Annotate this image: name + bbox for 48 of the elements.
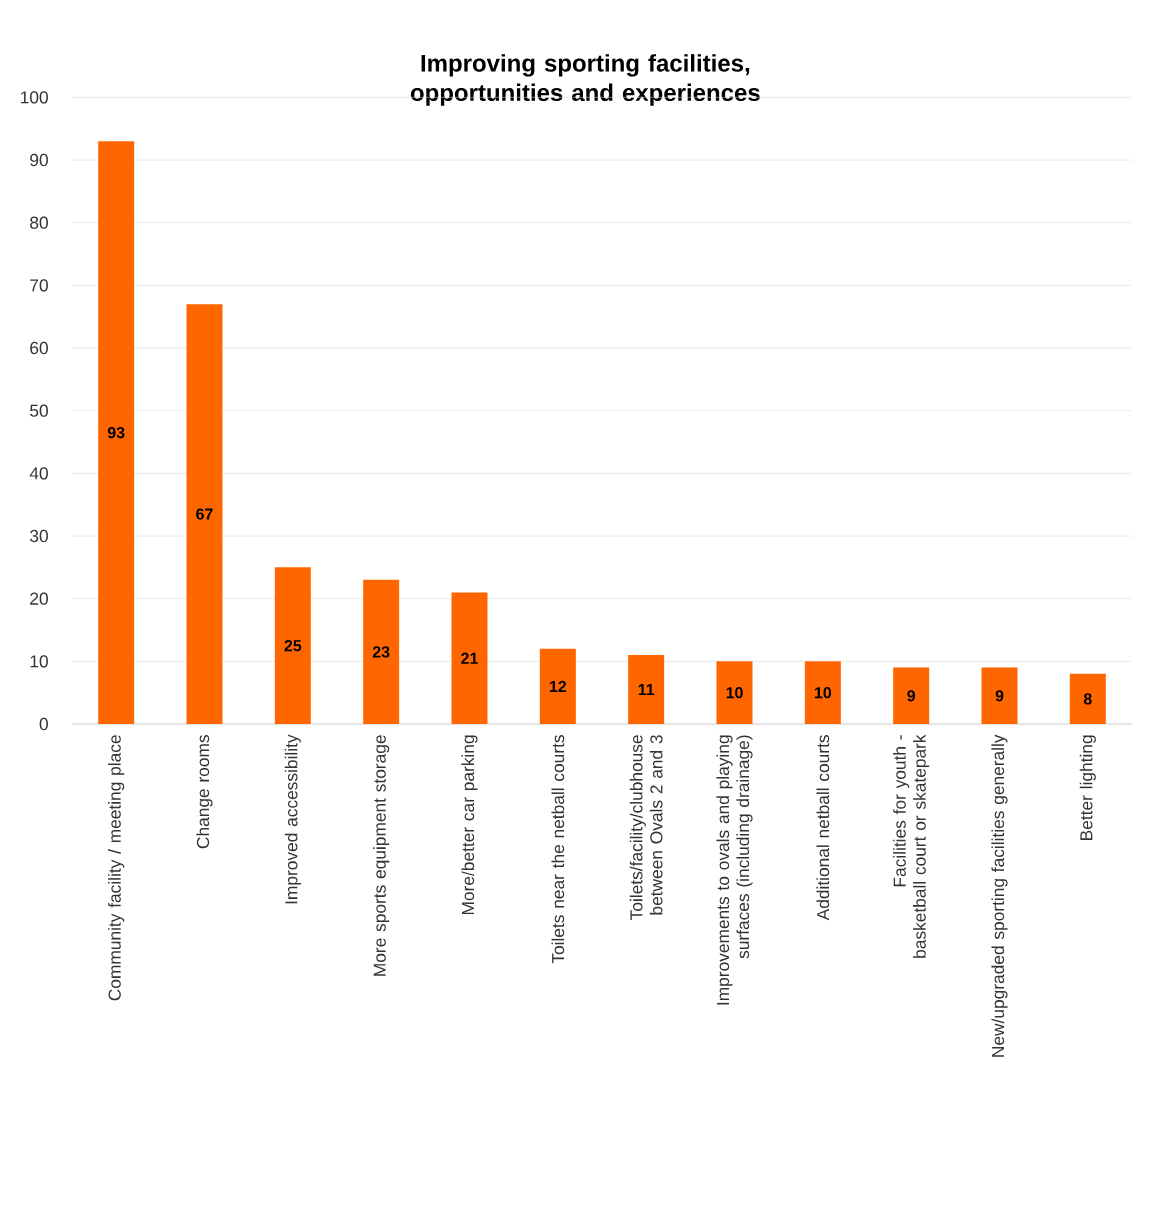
data-label: 8 [1083, 693, 1092, 705]
data-label: 23 [372, 646, 390, 658]
bar [716, 661, 753, 724]
data-label: 10 [814, 687, 832, 699]
data-label: 9 [907, 690, 916, 702]
bar [893, 667, 930, 724]
bar [804, 661, 841, 724]
x-tick-label: Toilets/facility/clubhouse between Ovals 2 and 3 [629, 735, 663, 920]
x-tick-label: Improved accessibility [284, 734, 301, 904]
data-label: 12 [549, 680, 567, 692]
y-tick-label: 0 [39, 717, 48, 731]
x-tick-label: Improvements to ovals and playing surfaces (including drainage) [716, 735, 753, 1005]
y-tick-label: 10 [30, 655, 48, 668]
data-label: 93 [107, 426, 125, 439]
bar [628, 655, 665, 724]
bar [981, 667, 1018, 724]
y-tick-label: 40 [29, 467, 48, 480]
y-tick-label: 50 [30, 404, 48, 417]
y-tick-label: 20 [30, 592, 48, 605]
bar [539, 648, 576, 724]
x-tick-label: New/upgraded sporting facilities generally [991, 734, 1008, 1057]
x-tick-label: Facilities for youth - basketball court or skatepark [893, 734, 930, 958]
x-tick-label: More sports equipment storage [373, 735, 390, 976]
bar [451, 592, 488, 724]
data-label: 25 [284, 640, 302, 652]
data-label: 9 [995, 690, 1004, 702]
y-tick-label: 60 [30, 341, 48, 355]
y-tick-label: 70 [30, 279, 48, 292]
data-label: 21 [461, 652, 478, 664]
x-tick-label: Change rooms [196, 735, 213, 849]
data-label: 11 [638, 684, 655, 696]
x-tick-label: Toilets near the netball courts [551, 735, 565, 964]
x-tick-label: Additional netball courts [816, 735, 830, 921]
bar [98, 141, 135, 724]
y-tick-label: 100 [21, 91, 48, 104]
bar [363, 579, 400, 724]
x-tick-label: Better lighting [1079, 735, 1096, 840]
y-tick-label: 80 [30, 216, 48, 229]
x-tick-label: Community facility / meeting place [108, 735, 125, 1001]
y-tick-label: 90 [30, 153, 48, 167]
chart-title: Improving sporting facilities, opportunities and experiences [410, 54, 760, 106]
bar [186, 304, 223, 724]
data-label: 10 [726, 687, 743, 699]
y-tick-label: 30 [30, 529, 48, 543]
x-tick-label: More/better car parking [461, 735, 478, 915]
bar [274, 567, 311, 724]
data-label: 67 [196, 508, 213, 520]
bar [1069, 673, 1106, 724]
